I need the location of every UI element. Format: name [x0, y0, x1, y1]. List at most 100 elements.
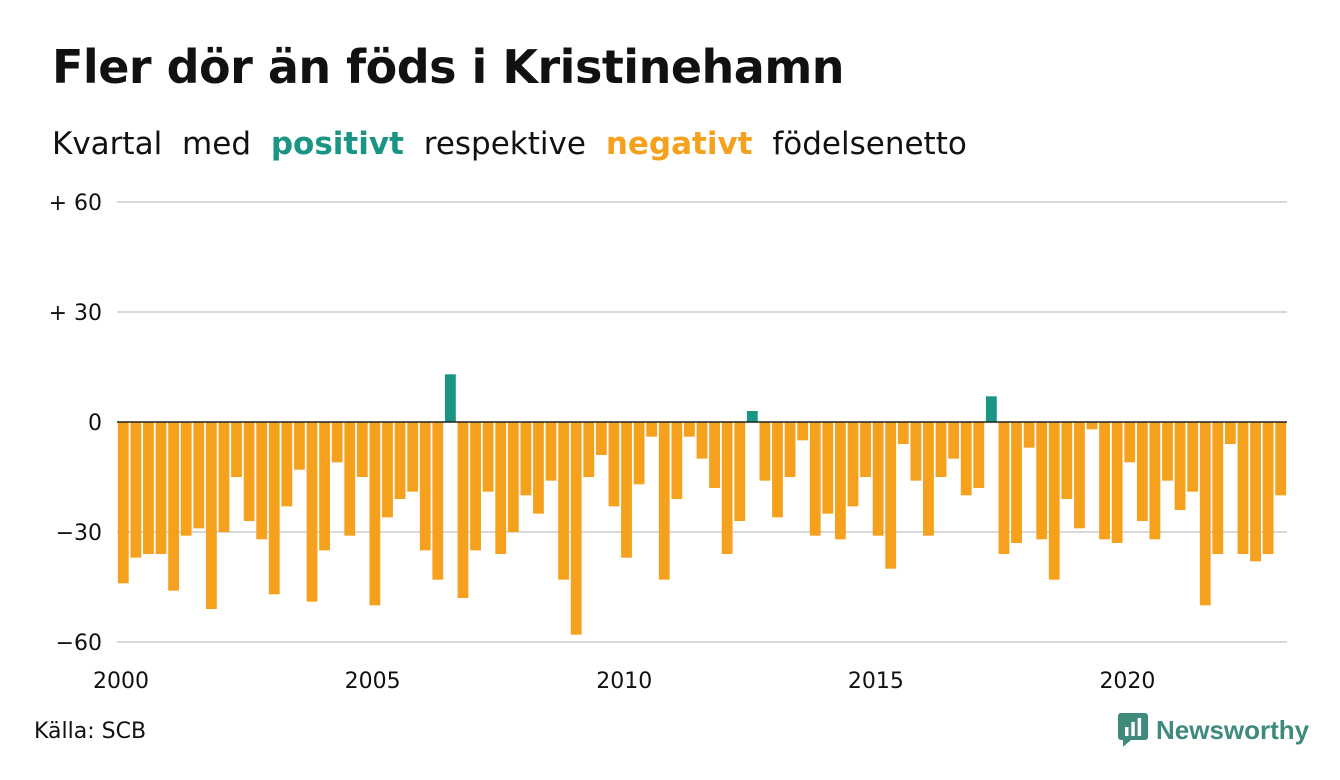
bar-negative — [1199, 422, 1211, 606]
bars — [117, 374, 1287, 635]
bar-negative — [268, 422, 280, 595]
x-tick-label: 2005 — [345, 669, 401, 694]
bar-negative — [935, 422, 947, 477]
y-tick-label: + 30 — [49, 301, 102, 326]
bar-negative — [621, 422, 632, 558]
bar-positive — [444, 374, 456, 422]
bar-negative — [369, 422, 381, 606]
x-axis-ticks: 2000 2005 2010 2015 2020 — [93, 669, 1155, 694]
y-tick-label: −60 — [56, 631, 102, 656]
bar-negative — [319, 422, 330, 551]
bar-negative — [1224, 422, 1236, 444]
bar-negative — [1250, 422, 1261, 562]
bar-negative — [470, 422, 481, 551]
bar-negative — [671, 422, 683, 499]
x-tick-label: 2015 — [848, 669, 904, 694]
bar-negative — [960, 422, 972, 496]
bar-negative — [646, 422, 658, 437]
bar-negative — [432, 422, 444, 580]
bar-negative — [998, 422, 1010, 554]
newsworthy-logo: Newsworthy — [1118, 713, 1309, 747]
bar-negative — [872, 422, 884, 536]
bar-negative — [1086, 422, 1098, 430]
bar-negative — [1099, 422, 1110, 540]
bar-negative — [709, 422, 720, 488]
bar-negative — [595, 422, 607, 455]
bar-positive — [985, 396, 997, 422]
bar-negative — [130, 422, 142, 558]
bar-negative — [294, 422, 305, 470]
bar-negative — [507, 422, 519, 532]
bar-negative — [897, 422, 909, 444]
bar-negative — [1011, 422, 1022, 543]
bar-negative — [117, 422, 129, 584]
bar-negative — [331, 422, 343, 463]
bar-negative — [885, 422, 897, 569]
bar-negative — [910, 422, 922, 481]
y-tick-label: −30 — [56, 521, 102, 546]
bar-negative — [1262, 422, 1274, 554]
bar-positive — [746, 411, 758, 422]
bar-negative — [193, 422, 205, 529]
bar-negative — [243, 422, 255, 521]
y-axis-ticks: + 60 + 30 0 −30 −60 — [49, 191, 102, 656]
x-tick-label: 2020 — [1099, 669, 1155, 694]
bar-negative — [394, 422, 406, 499]
x-tick-label: 2010 — [596, 669, 652, 694]
bar-negative — [583, 422, 595, 477]
bar-negative — [457, 422, 469, 598]
bar-negative — [721, 422, 733, 554]
bar-negative — [256, 422, 268, 540]
bar-negative — [558, 422, 570, 580]
chart-title: Fler dör än föds i Kristinehamn — [52, 40, 845, 94]
subtitle-word-2: med — [182, 126, 251, 162]
subtitle-positive-word: positivt — [270, 126, 404, 162]
bar-negative — [1124, 422, 1136, 463]
bar-negative — [1162, 422, 1173, 481]
bar-negative — [1074, 422, 1085, 529]
bar-negative — [218, 422, 230, 532]
bar-negative — [860, 422, 871, 477]
bar-negative — [759, 422, 771, 481]
bar-negative — [570, 422, 582, 635]
bar-negative — [822, 422, 834, 514]
bar-negative — [772, 422, 783, 518]
bar-negative — [973, 422, 985, 488]
bar-negative — [696, 422, 708, 459]
subtitle-word-4: respektive — [423, 126, 586, 162]
bar-negative — [407, 422, 419, 492]
subtitle-negative-word: negativt — [605, 126, 753, 162]
bar-negative — [155, 422, 167, 554]
bar-negative — [948, 422, 960, 459]
bar-negative — [1111, 422, 1123, 543]
bar-negative — [205, 422, 217, 609]
bar-negative — [1149, 422, 1161, 540]
bar-negative — [633, 422, 645, 485]
bar-negative — [1237, 422, 1249, 554]
bar-negative — [658, 422, 670, 580]
bar-negative — [545, 422, 557, 481]
bar-negative — [923, 422, 934, 536]
bar-negative — [1061, 422, 1073, 499]
bar-negative — [809, 422, 821, 536]
bar-negative — [231, 422, 242, 477]
bar-negative — [482, 422, 494, 492]
bar-negative — [356, 422, 368, 477]
bar-negative — [1023, 422, 1035, 448]
x-tick-label: 2000 — [93, 669, 149, 694]
y-tick-label: + 60 — [49, 191, 102, 216]
bar-negative — [419, 422, 431, 551]
bar-negative — [344, 422, 356, 536]
bar-negative — [495, 422, 507, 554]
bar-negative — [847, 422, 859, 507]
bar-negative — [1036, 422, 1048, 540]
bar-negative — [734, 422, 746, 521]
bar-negative — [684, 422, 695, 437]
bar-negative — [1136, 422, 1148, 521]
subtitle-word-6: födelsenetto — [772, 126, 967, 162]
bar-negative — [520, 422, 532, 496]
bar-negative — [281, 422, 293, 507]
bar-negative — [1275, 422, 1287, 496]
bar-negative — [834, 422, 846, 540]
